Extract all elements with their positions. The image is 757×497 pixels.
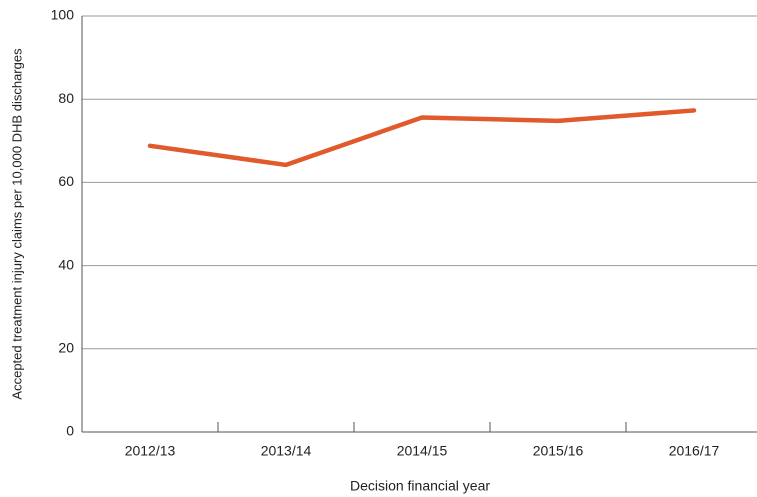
y-tick-label: 40	[58, 256, 74, 272]
x-axis-label: Decision financial year	[350, 478, 490, 494]
y-axis-label: Accepted treatment injury claims per 10,…	[9, 48, 24, 400]
y-tick-label: 80	[58, 90, 74, 106]
x-tick-label: 2012/13	[125, 443, 176, 459]
y-tick-label: 100	[51, 7, 75, 23]
y-tick-label: 0	[66, 423, 74, 439]
x-tick-label: 2015/16	[533, 443, 584, 459]
x-tick-label: 2014/15	[397, 443, 448, 459]
y-tick-label: 20	[58, 340, 74, 356]
x-tick-label: 2016/17	[669, 443, 720, 459]
y-tick-label: 60	[58, 173, 74, 189]
line-series	[147, 108, 697, 168]
x-tick-label: 2013/14	[261, 443, 312, 459]
